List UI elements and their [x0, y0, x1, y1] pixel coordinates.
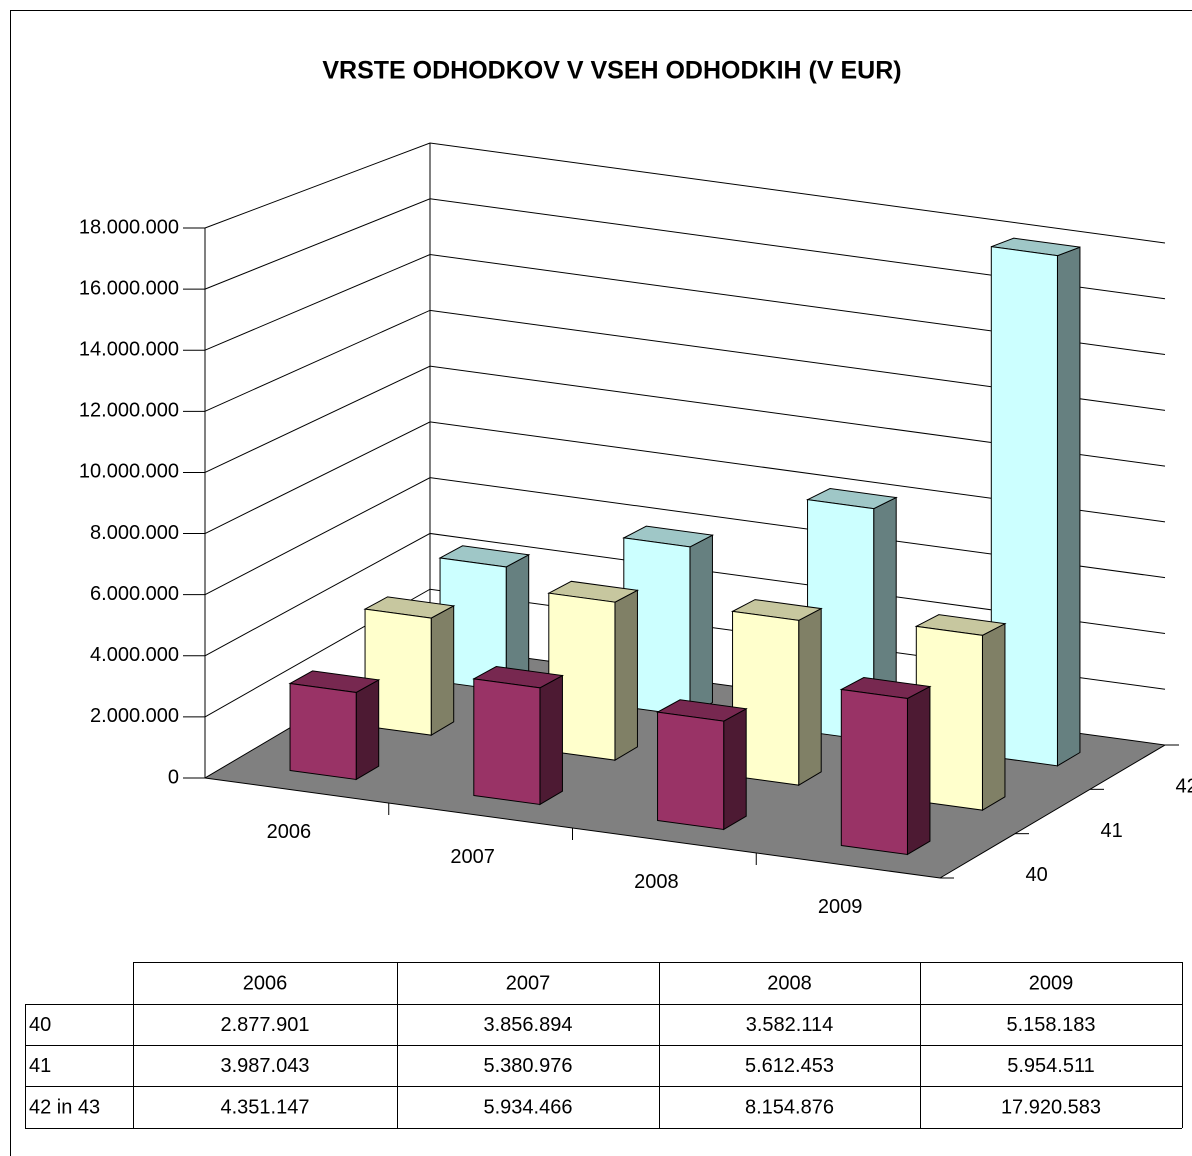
y-tick-label: 8.000.000	[90, 522, 179, 544]
z-tick-label: 40	[1026, 864, 1048, 886]
y-tick-label: 16.000.000	[79, 277, 179, 299]
y-tick-label: 18.000.000	[79, 216, 179, 238]
bar	[548, 592, 616, 761]
table-cell: 5.934.466	[484, 1096, 573, 1118]
y-tick-label: 2.000.000	[90, 705, 179, 727]
table-cell: 5.158.183	[1007, 1014, 1096, 1036]
table-row-label: 41	[29, 1055, 51, 1077]
table-header: 2009	[1029, 972, 1074, 994]
table-header: 2008	[767, 972, 812, 994]
x-tick-label: 2008	[634, 871, 679, 893]
table-cell: 4.351.147	[221, 1096, 310, 1118]
table-cell: 3.856.894	[484, 1014, 573, 1036]
bar-side	[614, 589, 638, 762]
bar	[657, 711, 725, 831]
table-cell: 5.954.511	[1007, 1055, 1095, 1077]
table-row-label: 42 in 43	[29, 1096, 100, 1118]
table-row-label: 40	[29, 1014, 51, 1036]
bar	[289, 682, 357, 781]
y-tick-label: 12.000.000	[79, 400, 179, 422]
bar-side	[906, 685, 931, 856]
bar	[732, 610, 800, 786]
table-cell: 17.920.583	[1001, 1096, 1101, 1118]
x-tick-label: 2007	[450, 846, 495, 868]
bar-side	[539, 674, 563, 806]
table-header: 2006	[243, 972, 288, 994]
y-tick-label: 10.000.000	[79, 461, 179, 483]
bar-side	[981, 622, 1006, 812]
bar-side	[1056, 246, 1081, 767]
bar	[990, 246, 1058, 767]
bar-side	[689, 534, 713, 717]
table-cell: 3.582.114	[746, 1014, 834, 1036]
table-cell: 8.154.876	[745, 1096, 834, 1118]
table-cell: 5.612.453	[745, 1055, 834, 1077]
table-cell: 5.380.976	[484, 1055, 573, 1077]
bar-side	[430, 605, 455, 737]
bar-side	[355, 679, 380, 781]
y-tick-label: 14.000.000	[79, 339, 179, 361]
bar	[840, 688, 908, 856]
y-tick-label: 4.000.000	[90, 644, 179, 666]
z-tick-label: 42 in 43	[1176, 775, 1192, 797]
chart-title: VRSTE ODHODKOV V VSEH ODHODKIH (V EUR)	[322, 57, 901, 85]
y-tick-label: 6.000.000	[90, 583, 179, 605]
x-tick-label: 2006	[267, 821, 312, 843]
y-tick-label: 0	[168, 766, 179, 788]
table-header: 2007	[506, 972, 551, 994]
table-cell: 2.877.901	[221, 1014, 310, 1036]
bar	[473, 678, 541, 806]
bar-side	[798, 607, 822, 787]
table-cell: 3.987.043	[221, 1055, 310, 1077]
x-tick-label: 2009	[818, 896, 863, 918]
z-tick-label: 41	[1101, 820, 1123, 842]
bar-side	[723, 707, 747, 831]
bar	[364, 608, 432, 736]
